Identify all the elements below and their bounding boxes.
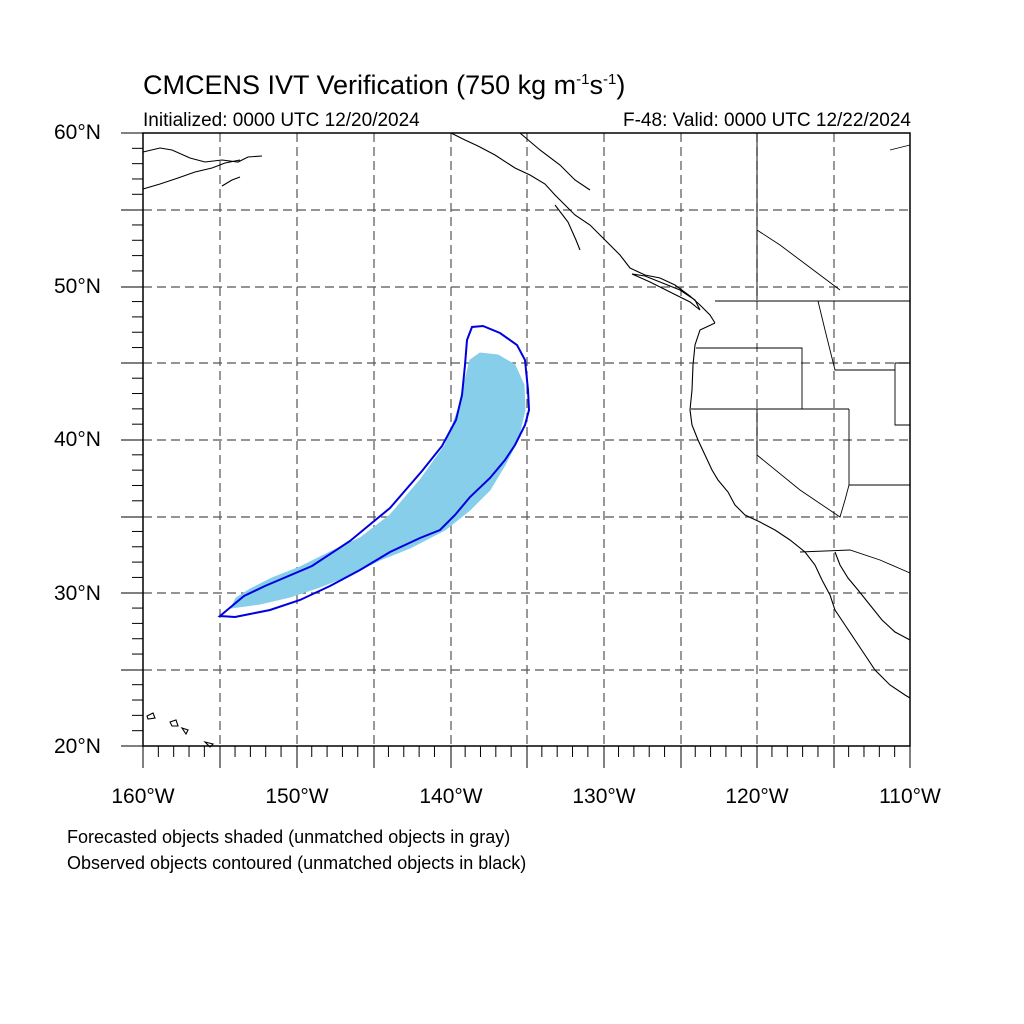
map-grid (143, 133, 910, 746)
valid-time: F-48: Valid: 0000 UTC 12/22/2024 (623, 110, 911, 131)
lon-label-140w: 140°W (419, 785, 483, 808)
observed-object-contour (217, 324, 531, 619)
lon-label-150w: 150°W (265, 785, 329, 808)
lat-label-20n: 20°N (54, 735, 101, 758)
coastlines (142, 132, 911, 748)
lat-label-50n: 50°N (54, 275, 101, 298)
lon-label-160w: 160°W (111, 785, 175, 808)
minor-ticks (132, 147, 896, 757)
axis-ticks (121, 132, 911, 768)
political-borders (691, 133, 911, 574)
legend-observed-note: Observed objects contoured (unmatched ob… (67, 853, 527, 873)
lat-label-40n: 40°N (54, 428, 101, 451)
initialized-time: Initialized: 0000 UTC 12/20/2024 (143, 110, 420, 131)
lon-label-120w: 120°W (725, 785, 789, 808)
forecast-object (230, 352, 526, 609)
lat-label-30n: 30°N (54, 582, 101, 605)
chart-title: CMCENS IVT Verification (750 kg m-1s-1) (143, 70, 626, 100)
lon-label-130w: 130°W (572, 785, 636, 808)
lat-label-60n: 60°N (54, 121, 101, 144)
lon-label-110w: 110°W (879, 785, 941, 808)
legend-forecast-note: Forecasted objects shaded (unmatched obj… (67, 827, 511, 847)
